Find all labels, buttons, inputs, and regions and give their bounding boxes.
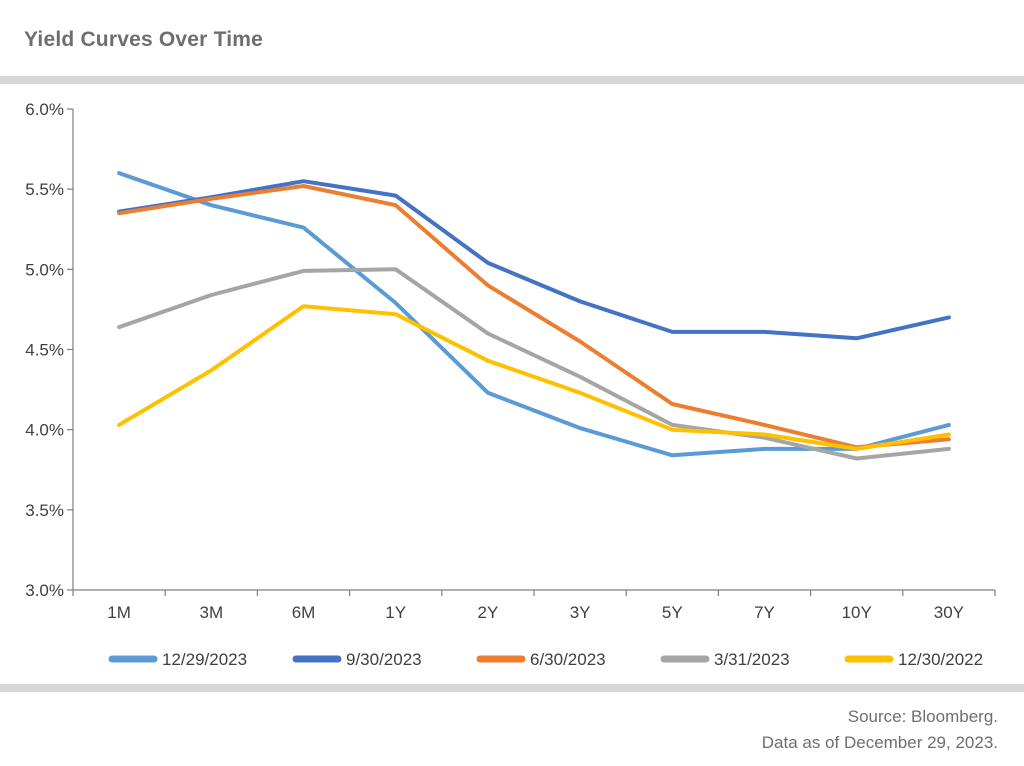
y-tick-label: 5.0% — [25, 260, 64, 279]
legend-label: 9/30/2023 — [346, 650, 422, 669]
series-line-12-30-2022 — [117, 304, 951, 451]
legend-label: 12/29/2023 — [162, 650, 247, 669]
y-tick-label: 3.5% — [25, 501, 64, 520]
chart-axes: 3.0% 3.5% 4.0% 4.5% 5.0% 5.5% 6.0% 1M 3M 6M 1Y 2Y 3Y… — [25, 100, 996, 622]
series-lines — [117, 171, 951, 461]
x-tick-label: 6M — [292, 603, 316, 622]
x-tick-label: 30Y — [934, 603, 964, 622]
yield-curve-chart: 3.0% 3.5% 4.0% 4.5% 5.0% 5.5% 6.0% 1M 3M 6M 1Y 2Y 3Y… — [25, 100, 996, 669]
x-tick-label: 7Y — [754, 603, 775, 622]
x-tick-label: 1Y — [385, 603, 406, 622]
series-line-6-30-2023 — [117, 184, 951, 450]
as-of-note: Data as of December 29, 2023. — [761, 733, 998, 752]
y-tick-label: 5.5% — [25, 180, 64, 199]
top-divider — [0, 76, 1024, 84]
series-line-9-30-2023 — [117, 179, 951, 341]
series-line-3-31-2023 — [117, 267, 951, 461]
x-tick-label: 2Y — [478, 603, 499, 622]
x-tick-label: 3Y — [570, 603, 591, 622]
x-tick-label: 5Y — [662, 603, 683, 622]
y-tick-label: 4.0% — [25, 421, 64, 440]
legend-label: 3/31/2023 — [714, 650, 790, 669]
y-tick-label: 3.0% — [25, 581, 64, 600]
y-tick-label: 6.0% — [25, 100, 64, 119]
bottom-divider — [0, 684, 1024, 692]
footer-notes: Source: Bloomberg. Data as of December 2… — [762, 704, 998, 756]
x-tick-label: 10Y — [842, 603, 872, 622]
legend-label: 12/30/2022 — [898, 650, 983, 669]
chart-legend: 12/29/2023 9/30/2023 6/30/2023 3/31/2023 12/… — [108, 650, 983, 669]
x-tick-label: 3M — [199, 603, 223, 622]
source-note: Source: Bloomberg. — [847, 707, 998, 726]
chart-title: Yield Curves Over Time — [24, 28, 264, 51]
x-tick-label: 1M — [107, 603, 131, 622]
y-tick-label: 4.5% — [25, 341, 64, 360]
legend-label: 6/30/2023 — [530, 650, 606, 669]
